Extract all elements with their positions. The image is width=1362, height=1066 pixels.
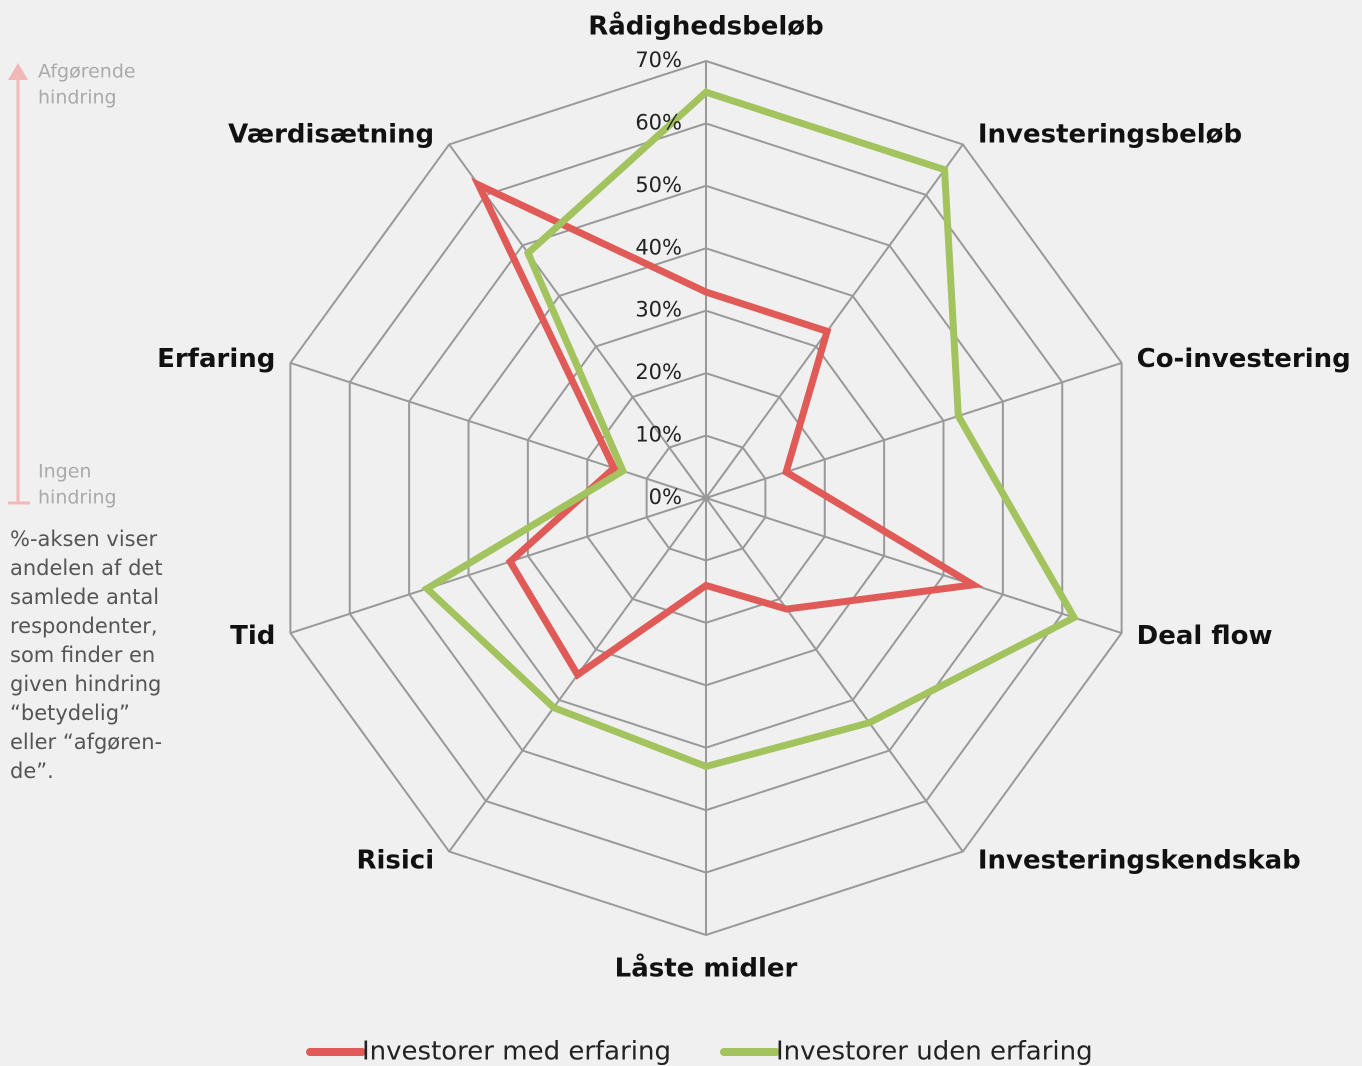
note: eller “afgøren- <box>10 730 162 754</box>
spoke <box>705 497 1122 634</box>
spoke <box>705 143 964 499</box>
series-line <box>421 88 1079 771</box>
category-label: Co-investering <box>1137 344 1351 374</box>
category-label: Rådighedsbeløb <box>588 10 824 42</box>
spoke <box>448 143 707 499</box>
scale-top-label: Afgørende <box>38 61 136 83</box>
category-label: Låste midler <box>615 952 798 984</box>
tick-label: 20% <box>635 360 682 384</box>
category-label: Investeringskendskab <box>978 846 1301 876</box>
note: andelen af det <box>10 556 163 580</box>
legend-label: Investorer med erfaring <box>362 1037 671 1066</box>
category-label: Risici <box>356 846 434 876</box>
tick-label: 10% <box>635 423 682 447</box>
category-label: Tid <box>230 621 275 651</box>
category-label: Erfaring <box>157 344 275 374</box>
spoke <box>290 497 707 634</box>
spoke <box>705 362 1122 499</box>
tick-label: 50% <box>635 173 682 197</box>
note: samlede antal <box>10 585 159 609</box>
legend-label: Investorer uden erfaring <box>776 1037 1093 1066</box>
note: given hindring <box>10 672 161 696</box>
scale-bottom-label: Ingen <box>38 461 91 483</box>
series-line <box>471 177 984 680</box>
category-label: Værdisætning <box>228 119 434 149</box>
tick-label: 30% <box>635 298 682 322</box>
spoke <box>705 497 964 853</box>
note: respondenter, <box>10 614 158 638</box>
scale-arrowhead <box>8 63 28 80</box>
tick-label: 70% <box>635 48 682 72</box>
category-label: Investeringsbeløb <box>978 119 1242 149</box>
spoke <box>290 362 707 499</box>
category-label: Deal flow <box>1137 621 1273 651</box>
tick-label: 40% <box>635 235 682 259</box>
note: de”. <box>10 759 54 783</box>
note: som finder en <box>10 643 155 667</box>
tick-label: 60% <box>635 110 682 134</box>
tick-label: 0% <box>649 485 682 509</box>
note: %-aksen viser <box>10 527 158 551</box>
scale-bottom-label: hindring <box>38 487 117 509</box>
note: “betydelig” <box>10 701 130 725</box>
scale-top-label: hindring <box>38 87 117 109</box>
